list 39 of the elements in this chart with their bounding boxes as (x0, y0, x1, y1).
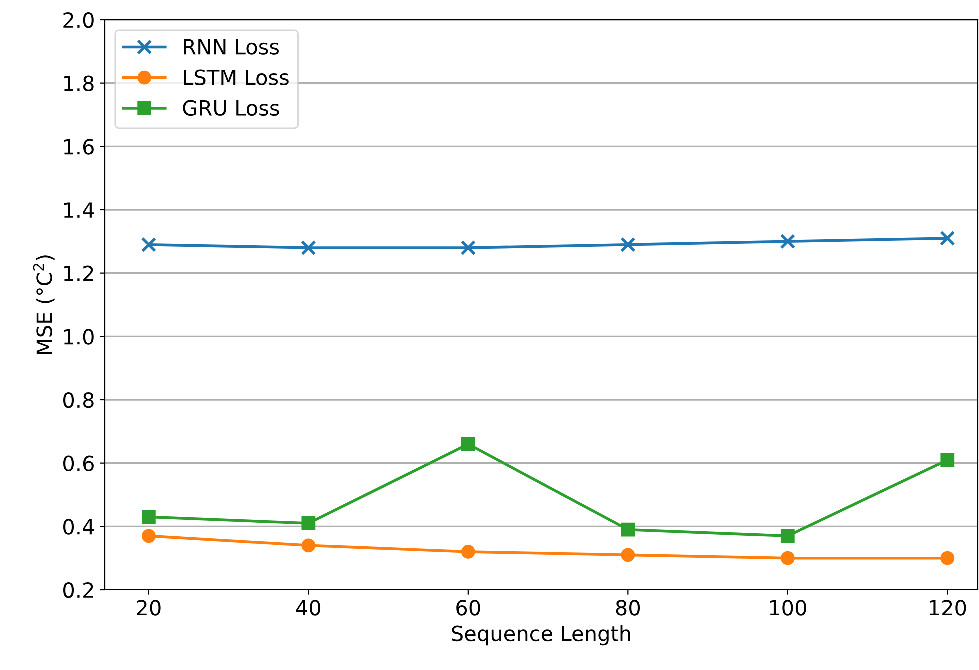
x-tick-label: 80 (616, 600, 640, 616)
y-tick-label: 0.2 (64, 582, 94, 598)
point (142, 510, 156, 524)
point (461, 437, 476, 452)
y-tick-label: 0.4 (64, 519, 94, 535)
point (620, 237, 636, 252)
point (780, 234, 796, 250)
point (302, 538, 316, 553)
y-tick-label: 1.6 (64, 139, 94, 155)
point (780, 529, 795, 544)
legend-label: LSTM Loss (184, 70, 289, 86)
x-tick-label: 60 (456, 600, 480, 616)
point (141, 237, 157, 252)
x-tick-label: 100 (770, 600, 806, 616)
legend-label: GRU Loss (183, 100, 280, 116)
x-tick-label: 120 (930, 600, 966, 616)
y-axis-title: MSE (°C$^{2}$) (33, 256, 55, 354)
y-tick-label: 1.4 (64, 202, 94, 218)
y-tick-label: 0.8 (64, 392, 94, 408)
point (302, 516, 316, 530)
y-tick-label: 1.2 (64, 266, 94, 282)
y-tick-label: 1.0 (64, 329, 94, 345)
x-axis-title: Sequence Length (452, 625, 630, 646)
point (621, 522, 636, 537)
x-tick-label: 20 (137, 600, 161, 616)
y-tick-label: 0.6 (64, 456, 94, 472)
point (461, 545, 476, 559)
y-tick-label: 1.8 (64, 76, 94, 92)
point (142, 529, 156, 544)
point (940, 230, 956, 246)
point (301, 240, 316, 256)
x-tick-label: 40 (296, 600, 321, 616)
y-tick-label: 2.0 (64, 12, 94, 28)
legend-label: RNN Loss (184, 39, 280, 55)
point (460, 240, 476, 256)
point (940, 453, 955, 468)
point (621, 548, 636, 562)
point (940, 551, 955, 566)
point (780, 551, 795, 566)
